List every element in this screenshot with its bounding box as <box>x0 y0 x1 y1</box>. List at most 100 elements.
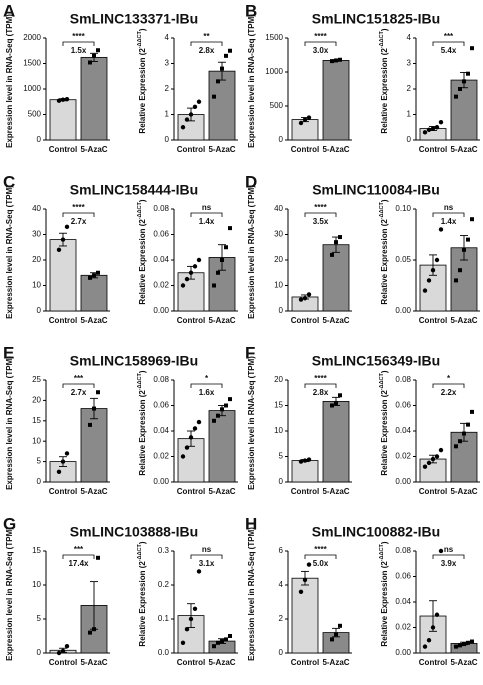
panel-title: SmLINC158969-IBu <box>70 353 198 369</box>
data-point <box>64 224 70 230</box>
data-point <box>228 634 232 638</box>
y-axis-label: Expression level in RNA-Seq (TPM) <box>247 14 256 148</box>
significance-bracket <box>304 212 337 217</box>
significance: **** <box>314 545 327 554</box>
y-axis-label: Relative Expression (2-ΔΔCT) <box>379 370 389 475</box>
x-tick-label: 5-AzaC <box>208 658 235 667</box>
data-point <box>338 623 342 628</box>
y-axis-label-text: Expression level in RNA-Seq (TPM) <box>247 356 256 490</box>
y-tick-label: 25 <box>32 375 41 384</box>
y-tick-label: 40 <box>32 204 41 213</box>
data-point <box>302 117 308 122</box>
data-point <box>338 57 342 62</box>
y-tick-label: 10 <box>32 436 41 445</box>
y-axis-label-sup: -ΔΔCT <box>137 30 143 48</box>
panel-title: SmLINC110084-IBu <box>312 182 440 198</box>
data-point <box>454 94 458 99</box>
data-point <box>196 569 202 574</box>
x-tick-label: Control <box>177 145 205 154</box>
significance: ** <box>203 32 210 41</box>
fold-change: 2.8x <box>199 46 215 55</box>
fold-change: 1.4x <box>441 217 457 226</box>
data-point <box>180 640 186 645</box>
data-point <box>192 606 198 611</box>
fold-change: 3.1x <box>199 559 215 568</box>
y-tick-label: 20 <box>274 255 283 264</box>
data-point <box>426 460 432 466</box>
data-point <box>212 418 216 423</box>
data-point <box>60 237 66 242</box>
y-axis-label-text: Relative Expression (2 <box>138 219 147 305</box>
bar <box>291 577 319 654</box>
data-point <box>212 94 216 99</box>
y-axis-label-end: ) <box>380 370 389 373</box>
data-point <box>470 217 474 222</box>
x-tick-label: Control <box>177 658 205 667</box>
y-tick-label: 0.06 <box>395 401 411 410</box>
panel-letter: E <box>3 343 14 362</box>
data-point <box>196 99 202 104</box>
data-point <box>426 127 432 132</box>
data-point <box>298 459 304 464</box>
data-point <box>458 439 462 444</box>
data-point <box>96 48 100 53</box>
data-point <box>470 409 474 414</box>
x-tick-label: 5-AzaC <box>450 658 477 667</box>
data-point <box>338 393 342 398</box>
y-tick-label: 10 <box>32 580 41 589</box>
y-tick-label: 0.00 <box>395 306 411 315</box>
data-point <box>88 60 92 65</box>
data-point <box>298 120 304 126</box>
y-axis-label-end: ) <box>138 28 147 31</box>
data-point <box>228 397 232 402</box>
y-axis-label-text: Relative Expression (2 <box>380 219 389 305</box>
significance-bracket <box>304 383 337 388</box>
y-tick-label: 0 <box>37 477 42 486</box>
data-point <box>298 589 304 594</box>
fold-change: 2.2x <box>441 388 457 397</box>
x-tick-label: 5-AzaC <box>450 487 477 496</box>
panel-title: SmLINC156349-IBu <box>312 353 440 369</box>
data-point <box>334 240 338 245</box>
data-point <box>462 642 466 647</box>
data-point <box>422 464 428 469</box>
y-tick-label: 20 <box>274 375 283 384</box>
y-tick-label: 3 <box>165 59 170 68</box>
bar <box>80 274 108 312</box>
data-point <box>180 283 186 288</box>
y-tick-label: 500 <box>270 101 284 110</box>
data-point <box>458 643 462 648</box>
data-point <box>466 237 470 242</box>
data-point <box>438 227 444 232</box>
y-axis-label-sup: -ΔΔCT <box>379 372 385 390</box>
x-tick-label: Control <box>49 316 77 325</box>
data-point <box>228 226 232 231</box>
significance: **** <box>314 374 327 383</box>
y-tick-label: 0.02 <box>395 452 411 461</box>
significance-bracket <box>62 41 95 46</box>
significance-bracket <box>432 554 465 559</box>
y-tick-label: 0.00 <box>395 648 411 657</box>
panel-letter: C <box>3 172 15 191</box>
y-tick-label: 2000 <box>23 33 41 42</box>
y-tick-label: 0.04 <box>395 597 411 606</box>
data-point <box>338 235 342 240</box>
data-point <box>454 644 458 649</box>
x-tick-label: Control <box>419 487 447 496</box>
y-axis-label-sup: -ΔΔCT <box>379 201 385 219</box>
y-axis-label: Relative Expression (2-ΔΔCT) <box>379 199 389 304</box>
significance: **** <box>314 203 327 212</box>
data-point <box>56 98 62 103</box>
y-tick-label: 0 <box>37 648 42 657</box>
y-axis-label-sup: -ΔΔCT <box>137 543 143 561</box>
bar <box>450 79 478 141</box>
fold-change: 2.8x <box>313 388 329 397</box>
panel-letter: G <box>3 514 16 533</box>
data-point <box>306 115 312 120</box>
data-point <box>462 247 466 252</box>
x-tick-label: 5-AzaC <box>208 487 235 496</box>
y-axis-label-text: Relative Expression (2 <box>380 561 389 647</box>
y-tick-label: 1 <box>165 110 170 119</box>
significance-bracket <box>62 383 95 388</box>
data-point <box>438 548 444 554</box>
